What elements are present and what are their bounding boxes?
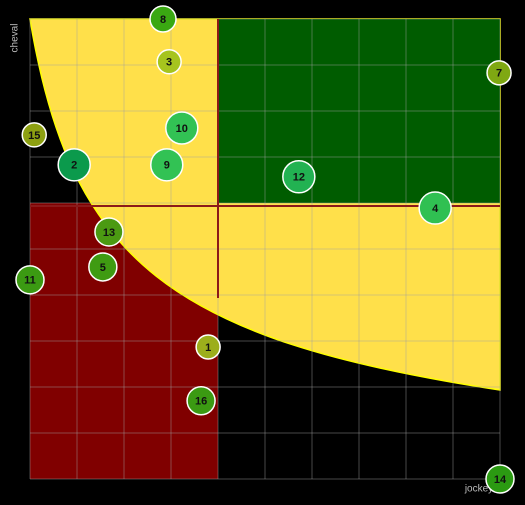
grid — [29, 18, 501, 480]
point-label: 8 — [160, 14, 166, 26]
point — [149, 5, 177, 33]
point — [57, 148, 91, 182]
point-label: 13 — [103, 227, 115, 239]
point-label: 9 — [164, 160, 170, 172]
point — [94, 217, 124, 247]
point-label: 1 — [205, 342, 211, 354]
point-label: 16 — [195, 396, 207, 408]
point — [486, 60, 512, 86]
point — [485, 464, 515, 494]
point — [21, 122, 47, 148]
point-label: 5 — [100, 262, 106, 274]
point-label: 15 — [28, 130, 40, 142]
point — [165, 111, 199, 145]
point — [156, 49, 182, 75]
point — [195, 334, 221, 360]
point-label: 11 — [24, 275, 36, 287]
point-label: 12 — [293, 172, 305, 184]
point-label: 14 — [494, 474, 507, 486]
point-label: 7 — [496, 68, 502, 80]
point — [418, 191, 452, 225]
point — [150, 148, 184, 182]
quadrant-high — [218, 19, 500, 203]
y-axis-label: cheval — [10, 24, 21, 53]
point-label: 10 — [176, 123, 188, 135]
x-axis-label: jockey — [464, 484, 493, 495]
point-label: 4 — [432, 203, 439, 215]
point — [282, 160, 316, 194]
point-label: 3 — [166, 57, 172, 69]
point — [88, 252, 118, 282]
point-label: 2 — [71, 160, 77, 172]
point — [186, 386, 216, 416]
point — [15, 265, 45, 295]
